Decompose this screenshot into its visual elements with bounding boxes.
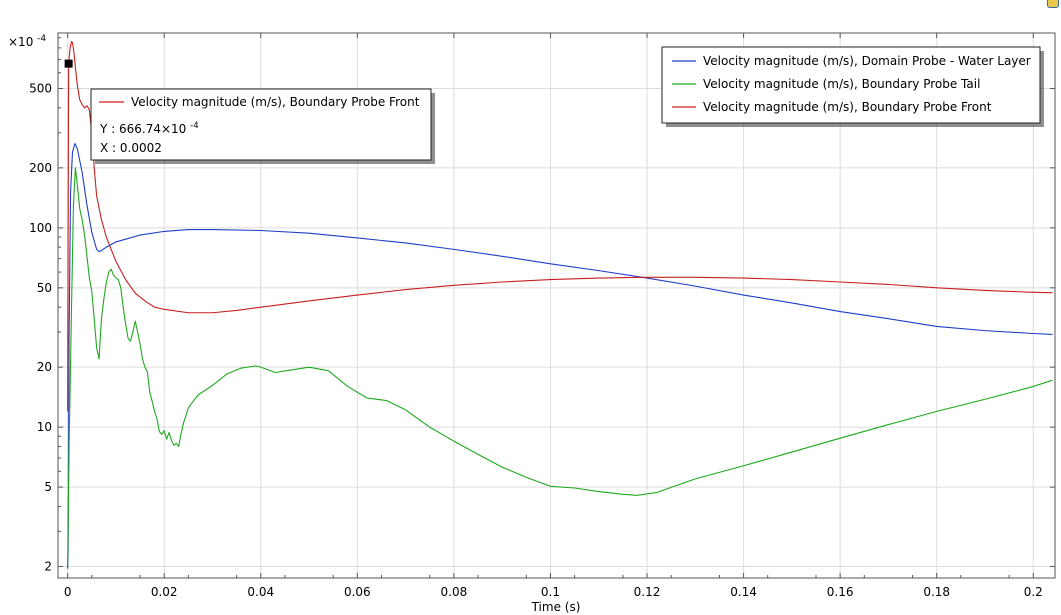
- tooltip-point-marker[interactable]: [64, 59, 73, 68]
- y-tick-label: 20: [37, 360, 52, 374]
- legend-entry-label: Velocity magnitude (m/s), Boundary Probe…: [703, 100, 992, 114]
- y-tick-label: 2: [44, 559, 52, 573]
- x-tick-label: 0.2: [1024, 585, 1043, 599]
- x-tick-label: 0.02: [151, 585, 178, 599]
- y-tick-label: 500: [29, 82, 52, 96]
- y-multiplier-base: ×10: [8, 35, 33, 49]
- toolbar-corner-icon[interactable]: [1047, 0, 1059, 8]
- y-axis-multiplier: ×10 -4: [8, 34, 46, 49]
- tooltip-y-value: Y : 666.74×10 -4: [99, 121, 199, 136]
- series-line-2: [67, 167, 1053, 567]
- series-line-3: [67, 41, 1053, 412]
- x-tick-label: 0.04: [247, 585, 274, 599]
- series-line-1: [67, 142, 1053, 569]
- tooltip-y-text: Y : 666.74×10: [99, 122, 186, 136]
- y-tick-label: 100: [29, 221, 52, 235]
- x-tick-label: 0.08: [441, 585, 468, 599]
- x-axis-label: Time (s): [531, 600, 581, 614]
- y-tick-label: 10: [37, 420, 52, 434]
- tooltip-y-exponent: -4: [190, 121, 198, 131]
- x-tick-label: 0.18: [923, 585, 950, 599]
- tooltip-series-name: Velocity magnitude (m/s), Boundary Probe…: [131, 95, 420, 109]
- axis-ticks: 0 0.02 0.04 0.06 0.08 0.1 0.12 0.14 0.16 0.18 0.2 2…: [29, 33, 1055, 599]
- tooltip-x-value: X : 0.0002: [100, 141, 162, 155]
- series-layer: [67, 41, 1053, 569]
- plot-frame: [57, 32, 1056, 579]
- x-tick-label: 0.12: [634, 585, 661, 599]
- y-tick-label: 50: [37, 281, 52, 295]
- x-tick-label: 0.06: [344, 585, 371, 599]
- legend-entries: Velocity magnitude (m/s), Domain Probe -…: [672, 54, 1031, 114]
- legend-entry-label: Velocity magnitude (m/s), Boundary Probe…: [703, 77, 980, 91]
- legend: Velocity magnitude (m/s), Domain Probe -…: [661, 46, 1044, 127]
- y-multiplier-exponent: -4: [37, 34, 46, 44]
- x-tick-label: 0.16: [827, 585, 854, 599]
- x-tick-label: 0.14: [730, 585, 757, 599]
- x-tick-label: 0: [64, 585, 72, 599]
- legend-entry-label: Velocity magnitude (m/s), Domain Probe -…: [703, 54, 1031, 68]
- data-tooltip: Velocity magnitude (m/s), Boundary Probe…: [90, 88, 435, 164]
- x-tick-label: 0.1: [541, 585, 560, 599]
- y-tick-label: 200: [29, 161, 52, 175]
- y-tick-label: 5: [44, 480, 52, 494]
